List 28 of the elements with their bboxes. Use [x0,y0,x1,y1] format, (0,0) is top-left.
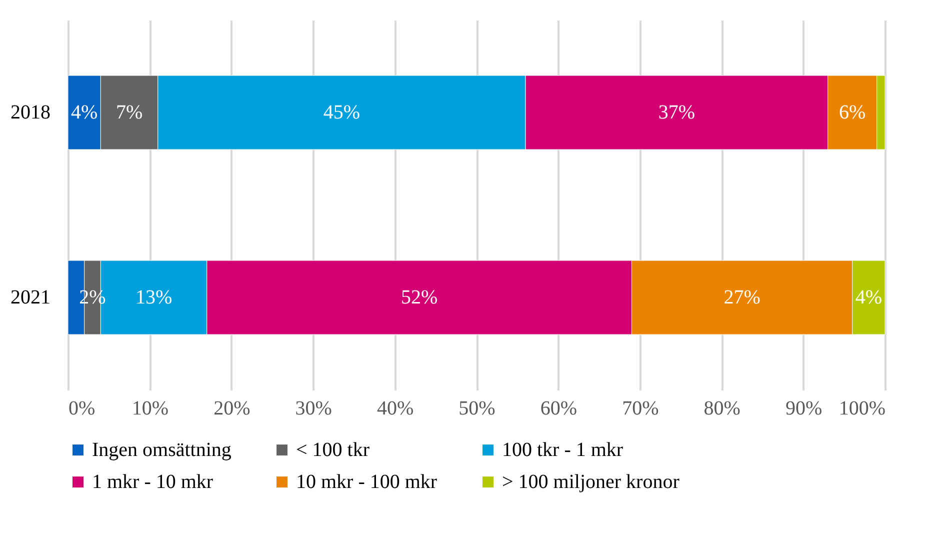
data-label: 37% [658,102,695,124]
x-tick-label: 90% [785,398,822,420]
legend-label: 10 mkr - 100 mkr [296,471,438,493]
data-label: 27% [724,286,760,308]
y-tick-label: 2018 [10,102,50,124]
legend-label: 100 tkr - 1 mkr [502,439,624,461]
x-tick-label: 60% [540,398,578,420]
x-tick-label: 30% [295,398,332,420]
x-tick-label: 0% [68,398,96,420]
x-tick-label: 20% [214,398,250,420]
x-tick-label: 50% [458,398,496,420]
legend-label: < 100 tkr [296,439,370,461]
legend-label: > 100 miljoner kronor [502,471,680,493]
x-tick-label: 100% [838,398,886,420]
legend-label: Ingen omsättning [92,439,232,461]
data-label: 13% [135,286,172,308]
data-label: 52% [400,286,438,308]
x-tick-label: 40% [376,398,414,420]
data-label: 4% [855,286,882,308]
x-tick-label: 80% [704,398,740,420]
data-label: 45% [323,102,360,124]
data-label: 7% [116,102,143,124]
x-tick-label: 10% [132,398,169,420]
data-label: 6% [838,102,866,124]
y-tick-label: 2021 [10,286,50,308]
legend-label: 1 mkr - 10 mkr [92,471,214,493]
data-label: 4% [71,102,98,124]
x-tick-label: 70% [622,398,659,420]
